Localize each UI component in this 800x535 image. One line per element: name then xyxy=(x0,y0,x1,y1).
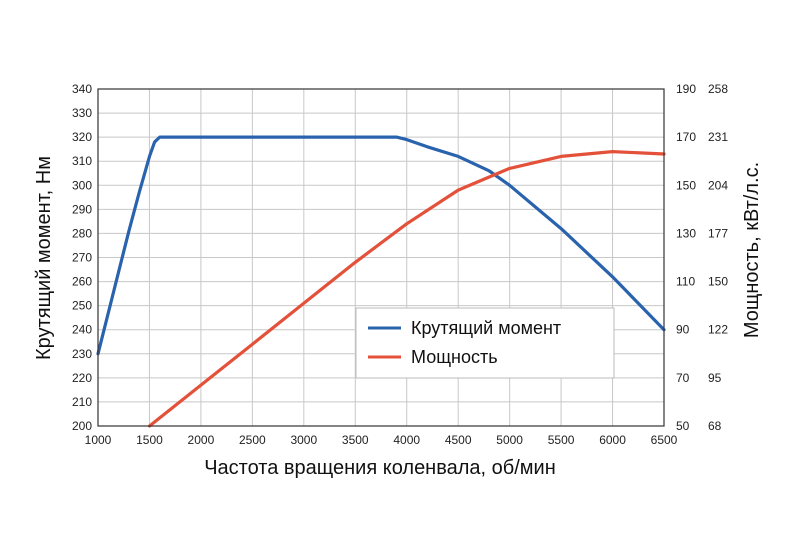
y-right-kw-tick-label: 170 xyxy=(676,130,696,144)
y-right-hp-tick-label: 68 xyxy=(708,419,722,433)
power-line xyxy=(147,150,666,428)
torque-line xyxy=(96,135,666,356)
y-left-tick-label: 310 xyxy=(72,154,92,168)
legend: Крутящий момент Мощность xyxy=(355,307,615,379)
legend-label-torque: Крутящий момент xyxy=(411,318,561,338)
x-tick-label: 1500 xyxy=(136,433,163,447)
y-right-kw-tick-labels: 50 70 90 110 130 150 170 190 xyxy=(676,82,696,433)
legend-box xyxy=(355,307,615,379)
series-layer xyxy=(96,135,666,428)
x-tick-label: 6000 xyxy=(599,433,626,447)
legend-label-power: Мощность xyxy=(411,347,498,367)
y-left-tick-label: 270 xyxy=(72,251,92,265)
y-right-hp-tick-label: 231 xyxy=(708,130,728,144)
x-tick-label: 2500 xyxy=(239,433,266,447)
y-left-tick-label: 230 xyxy=(72,347,92,361)
x-tick-label: 4500 xyxy=(445,433,472,447)
x-tick-label: 2000 xyxy=(188,433,215,447)
x-axis-title: Частота вращения коленвала, об/мин xyxy=(204,457,556,479)
y-left-tick-label: 340 xyxy=(72,82,92,96)
y-left-tick-label: 200 xyxy=(72,419,92,433)
x-tick-label: 4000 xyxy=(393,433,420,447)
y-right-hp-tick-label: 122 xyxy=(708,323,728,337)
plot-frame xyxy=(97,88,665,427)
x-tick-label: 6500 xyxy=(651,433,678,447)
y-left-tick-label: 240 xyxy=(72,323,92,337)
x-tick-label: 5000 xyxy=(496,433,523,447)
y-right-hp-tick-label: 177 xyxy=(708,226,728,240)
x-tick-labels: 1000 1500 2000 2500 3000 3500 4000 4500 5000 5500… xyxy=(85,433,678,447)
x-tick-label: 5500 xyxy=(548,433,575,447)
y-left-tick-label: 280 xyxy=(72,226,92,240)
y-right-kw-tick-label: 150 xyxy=(676,178,696,192)
y-right-hp-tick-label: 258 xyxy=(708,82,728,96)
y-left-tick-label: 320 xyxy=(72,130,92,144)
y-left-tick-label: 290 xyxy=(72,202,92,216)
y-right-hp-tick-label: 95 xyxy=(708,371,722,385)
y-right-axis-title: Мощность, кВт/л.с. xyxy=(741,162,763,338)
y-right-kw-tick-label: 190 xyxy=(676,82,696,96)
y-right-kw-tick-label: 130 xyxy=(676,226,696,240)
y-left-tick-label: 330 xyxy=(72,106,92,120)
y-right-kw-tick-label: 70 xyxy=(676,371,690,385)
x-tick-label: 3500 xyxy=(342,433,369,447)
y-left-tick-label: 260 xyxy=(72,275,92,289)
y-left-tick-label: 250 xyxy=(72,299,92,313)
y-right-hp-tick-label: 204 xyxy=(708,178,728,192)
y-right-kw-tick-label: 110 xyxy=(676,275,695,289)
y-left-tick-labels: 200 210 220 230 240 250 260 270 280 290 300 310 320 3… xyxy=(72,82,92,433)
y-right-hp-tick-label: 150 xyxy=(708,275,728,289)
y-left-tick-label: 210 xyxy=(72,395,92,409)
y-right-hp-tick-labels: 68 95 122 150 177 204 231 258 xyxy=(708,82,728,433)
y-left-axis-title: Крутящий момент, Нм xyxy=(33,156,55,360)
y-right-kw-tick-label: 90 xyxy=(676,323,690,337)
y-left-tick-label: 300 xyxy=(72,178,92,192)
x-tick-label: 1000 xyxy=(85,433,112,447)
y-right-kw-tick-label: 50 xyxy=(676,419,690,433)
x-tick-label: 3000 xyxy=(290,433,317,447)
y-left-tick-label: 220 xyxy=(72,371,92,385)
